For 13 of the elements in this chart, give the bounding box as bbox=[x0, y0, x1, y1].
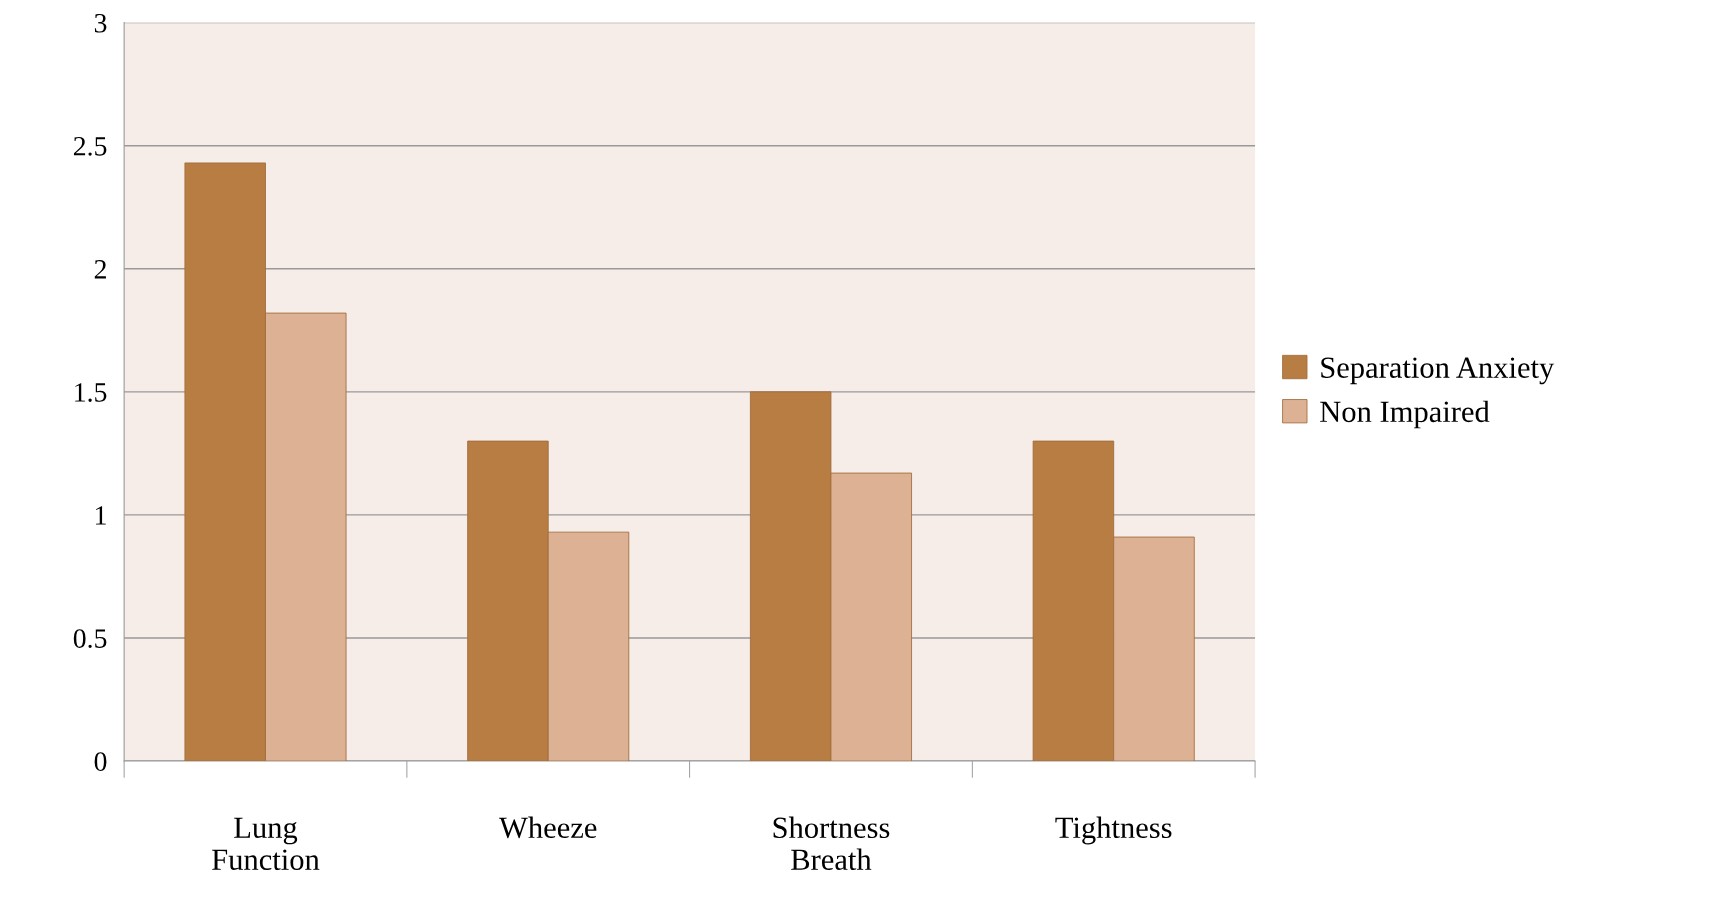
x-tick-label: Wheeze bbox=[499, 816, 597, 839]
x-tick-label: Shortness Breath bbox=[773, 816, 890, 871]
legend-label: Separation Anxiety bbox=[1321, 357, 1555, 385]
legend-label: Non Impaired bbox=[1320, 400, 1490, 429]
y-tick-label: 3 bbox=[94, 13, 107, 33]
y-tick-label: 2 bbox=[94, 260, 106, 279]
y-tick-label: 2.5 bbox=[73, 136, 107, 156]
y-tick-label: 0.5 bbox=[73, 629, 107, 649]
x-tick-label: Lung Function bbox=[212, 817, 320, 871]
x-tick-label: Tightness bbox=[1055, 816, 1172, 845]
y-tick-label: 1.5 bbox=[75, 383, 107, 402]
y-tick-label: 1 bbox=[96, 506, 106, 525]
y-tick-label: 0 bbox=[94, 752, 107, 771]
